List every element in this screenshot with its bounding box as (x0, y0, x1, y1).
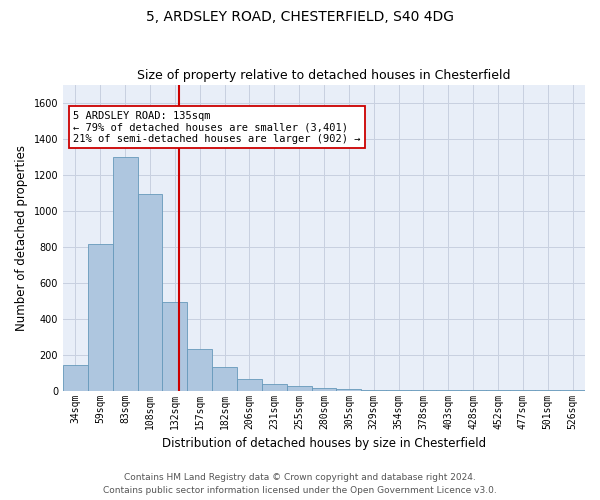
Bar (212, 367, 237, 390)
Bar (337, 389, 361, 390)
Bar (262, 384, 287, 390)
Text: Contains HM Land Registry data © Crown copyright and database right 2024.
Contai: Contains HM Land Registry data © Crown c… (103, 474, 497, 495)
Bar (113, 158, 137, 390)
Y-axis label: Number of detached properties: Number of detached properties (15, 144, 28, 330)
Bar (137, 194, 163, 390)
Bar (163, 302, 187, 390)
Bar (187, 349, 212, 391)
Text: 5 ARDSLEY ROAD: 135sqm
← 79% of detached houses are smaller (3,401)
21% of semi-: 5 ARDSLEY ROAD: 135sqm ← 79% of detached… (73, 110, 361, 144)
Bar (287, 386, 311, 390)
Bar (88, 244, 113, 390)
Bar (237, 379, 262, 390)
Bar (63, 366, 88, 390)
Bar (311, 388, 337, 390)
Title: Size of property relative to detached houses in Chesterfield: Size of property relative to detached ho… (137, 69, 511, 82)
Text: 5, ARDSLEY ROAD, CHESTERFIELD, S40 4DG: 5, ARDSLEY ROAD, CHESTERFIELD, S40 4DG (146, 10, 454, 24)
X-axis label: Distribution of detached houses by size in Chesterfield: Distribution of detached houses by size … (162, 437, 486, 450)
